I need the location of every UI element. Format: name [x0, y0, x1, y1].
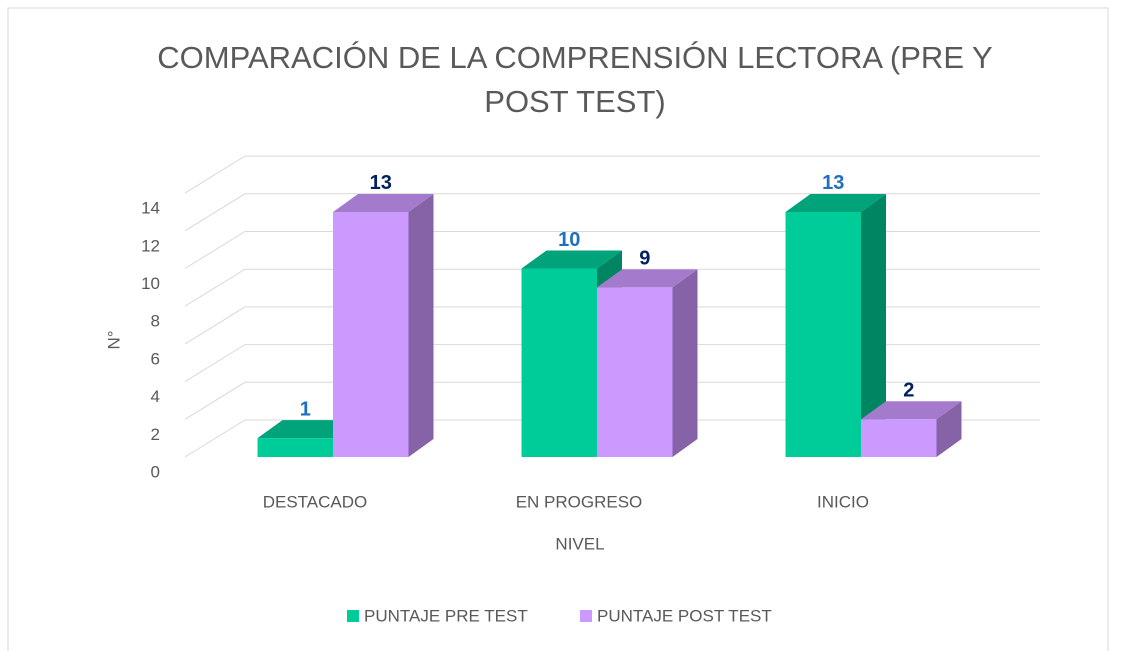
- bar-top: [257, 420, 358, 439]
- legend-swatch: [580, 610, 592, 622]
- y-tick-label: 6: [151, 349, 160, 368]
- y-tick-label: 14: [141, 199, 160, 218]
- grid-line: [184, 419, 1040, 458]
- x-axis-label: NIVEL: [555, 534, 604, 553]
- value-label: 13: [822, 172, 844, 194]
- grid-line: [184, 155, 1040, 194]
- legend-swatch: [347, 610, 359, 622]
- bar-top: [785, 193, 886, 212]
- value-label: 1: [300, 398, 311, 420]
- bar: [333, 193, 434, 457]
- value-label: 13: [370, 172, 392, 194]
- x-tick-label: INICIO: [817, 492, 869, 511]
- bar-front: [333, 211, 409, 457]
- legend-label: PUNTAJE PRE TEST: [364, 606, 528, 625]
- grid-line: [184, 344, 1040, 383]
- y-tick-label: 2: [151, 425, 160, 444]
- bar-top: [597, 269, 698, 288]
- grid-line: [184, 193, 1040, 232]
- value-label: 9: [639, 248, 650, 270]
- value-label: 2: [903, 380, 914, 402]
- bar-side: [408, 193, 434, 457]
- y-tick-label: 0: [151, 462, 160, 481]
- grid-line: [184, 381, 1040, 420]
- bar-side: [672, 269, 698, 457]
- bar-front: [861, 419, 937, 457]
- x-tick-label: DESTACADO: [263, 492, 368, 511]
- grid-line: [184, 231, 1040, 269]
- y-tick-label: 4: [151, 387, 160, 406]
- grid-line: [184, 306, 1040, 345]
- bar-top: [333, 193, 434, 212]
- bar-front: [257, 438, 333, 457]
- bar-front: [521, 268, 597, 457]
- bar-top: [521, 250, 622, 269]
- y-tick-label: 8: [151, 312, 160, 331]
- legend-label: PUNTAJE POST TEST: [597, 606, 772, 625]
- bar: [597, 269, 698, 457]
- chart-title: COMPARACIÓN DE LA COMPRENSIÓN LECTORA (P…: [157, 40, 993, 119]
- bar-front: [597, 287, 673, 457]
- y-axis-label: N°: [104, 330, 123, 349]
- value-label: 10: [558, 229, 580, 251]
- chart-border: [7, 7, 1109, 651]
- grid-line: [184, 268, 1040, 307]
- y-tick-label: 10: [141, 274, 160, 293]
- bar: [785, 193, 886, 457]
- x-tick-label: EN PROGRESO: [516, 492, 643, 511]
- bar-front: [785, 211, 861, 457]
- y-tick-label: 12: [141, 236, 160, 255]
- bar: [861, 401, 962, 457]
- bar-top: [861, 401, 962, 420]
- bar-side: [861, 193, 886, 457]
- bar-side: [936, 401, 962, 457]
